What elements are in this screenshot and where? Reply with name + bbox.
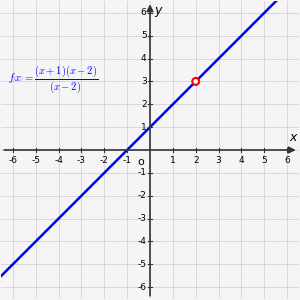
- Text: 5: 5: [141, 31, 147, 40]
- Text: -2: -2: [100, 156, 109, 165]
- Text: 6: 6: [284, 156, 290, 165]
- Text: 2: 2: [193, 156, 199, 165]
- Text: -1: -1: [123, 156, 132, 165]
- Text: -2: -2: [138, 191, 147, 200]
- Circle shape: [192, 78, 199, 85]
- Text: 3: 3: [216, 156, 221, 165]
- Text: 1: 1: [141, 123, 147, 132]
- Text: 5: 5: [261, 156, 267, 165]
- Text: -6: -6: [138, 283, 147, 292]
- Text: -3: -3: [138, 214, 147, 223]
- Text: $f\left(x\right)=\dfrac{(x+1)(x-2)}{(x-2)}$: $f\left(x\right)=\dfrac{(x+1)(x-2)}{(x-2…: [8, 63, 98, 95]
- Text: o: o: [137, 157, 144, 167]
- Text: y: y: [154, 4, 162, 17]
- Text: 2: 2: [141, 100, 147, 109]
- Text: 4: 4: [141, 54, 147, 63]
- Text: -6: -6: [8, 156, 17, 165]
- Text: 3: 3: [141, 77, 147, 86]
- Text: -3: -3: [77, 156, 86, 165]
- Text: -5: -5: [138, 260, 147, 269]
- Text: x: x: [289, 131, 296, 144]
- Text: -4: -4: [138, 237, 147, 246]
- Text: -5: -5: [31, 156, 40, 165]
- Text: 1: 1: [170, 156, 176, 165]
- Text: -1: -1: [138, 168, 147, 177]
- Text: -4: -4: [54, 156, 63, 165]
- Text: 4: 4: [238, 156, 244, 165]
- Text: 6: 6: [141, 8, 147, 17]
